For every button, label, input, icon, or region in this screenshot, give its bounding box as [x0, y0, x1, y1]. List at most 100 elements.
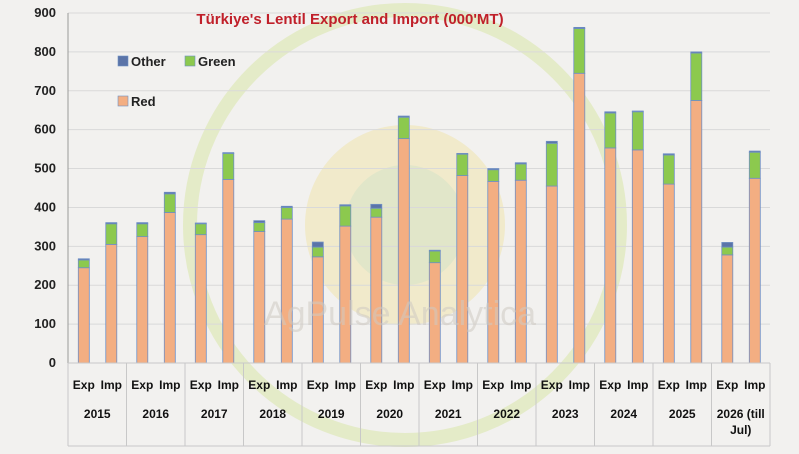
bar-segment-green: [456, 153, 469, 176]
bars: [77, 26, 761, 364]
x-year-label: 2020: [376, 407, 403, 421]
legend-swatch: [184, 55, 196, 67]
bar-segment-green: [280, 207, 293, 220]
chart-title: Türkiye's Lentil Export and Import (000'…: [196, 11, 503, 28]
bar-segment-green: [105, 223, 118, 245]
bar-segment-green: [311, 246, 324, 258]
bar-segment-red: [194, 234, 207, 364]
x-year-label: Jul): [730, 423, 751, 437]
bar-segment-red: [136, 236, 149, 364]
x-sub-label: Exp: [482, 378, 504, 392]
x-sub-label: Imp: [452, 378, 473, 392]
bar-segment-green: [339, 205, 352, 227]
x-year-label: 2025: [669, 407, 696, 421]
x-sub-label: Imp: [686, 378, 707, 392]
decorative-ring-outer: [183, 3, 627, 447]
x-year-label: 2015: [84, 407, 111, 421]
bar-segment-other: [194, 222, 207, 225]
bar-segment-other: [397, 115, 410, 118]
category-table: Exp Imp 2015 Exp Imp 2016 Exp Imp 2017 Exp Imp 2018…: [67, 362, 771, 447]
bar-segment-other: [136, 222, 149, 225]
bar-segment-other: [545, 140, 558, 144]
x-sub-label: Exp: [599, 378, 621, 392]
x-sub-label: Exp: [73, 378, 95, 392]
bar-segment-other: [163, 191, 176, 195]
bar-segment-green: [604, 112, 617, 149]
legend-swatch: [117, 95, 129, 107]
bar-segment-red: [690, 100, 703, 364]
y-tick-label: 100: [34, 316, 56, 331]
bar-segment-other: [77, 258, 90, 261]
bar-segment-red: [456, 175, 469, 364]
x-sub-label: Exp: [307, 378, 329, 392]
bar-segment-red: [370, 216, 383, 364]
bar-segment-red: [573, 72, 586, 364]
legend-label: Green: [198, 54, 236, 69]
bar-segment-other: [428, 249, 441, 252]
y-tick-label: 900: [34, 5, 56, 20]
x-sub-label: Imp: [218, 378, 239, 392]
y-tick-label: 200: [34, 277, 56, 292]
bar-segment-other: [604, 111, 617, 114]
bar-segment-red: [280, 218, 293, 364]
bar-segment-green: [222, 152, 235, 180]
bar-segment-other: [631, 110, 644, 113]
bar-segment-other: [487, 168, 500, 171]
bar-segment-other: [748, 150, 761, 153]
bar-segment-green: [194, 223, 207, 236]
legend: Other Green Red: [117, 54, 236, 109]
bar-segment-other: [253, 220, 266, 224]
x-sub-label: Exp: [541, 378, 563, 392]
y-tick-label: 500: [34, 161, 56, 176]
x-year-label: 2023: [552, 407, 579, 421]
bar-segment-green: [721, 246, 734, 256]
y-axis: 0 100 200 300 400 500 600 700 800 900: [34, 5, 69, 370]
bar-segment-red: [662, 183, 675, 364]
x-year-label: 2026 (till: [717, 407, 765, 421]
y-tick-label: 600: [34, 122, 56, 137]
bar-segment-other: [339, 204, 352, 207]
x-sub-label: Imp: [393, 378, 414, 392]
legend-label: Red: [131, 94, 156, 109]
bar-segment-red: [721, 254, 734, 364]
bar-segment-green: [253, 222, 266, 232]
bar-segment-green: [662, 154, 675, 185]
bar-segment-green: [428, 250, 441, 264]
bar-segment-green: [77, 259, 90, 269]
x-sub-label: Imp: [276, 378, 297, 392]
bar-segment-other: [280, 205, 293, 208]
x-sub-label: Exp: [658, 378, 680, 392]
bar-segment-other: [311, 241, 324, 248]
bar-segment-red: [545, 185, 558, 364]
x-sub-label: Imp: [101, 378, 122, 392]
x-year-label: 2019: [318, 407, 345, 421]
x-year-label: 2022: [493, 407, 520, 421]
x-sub-label: Exp: [424, 378, 446, 392]
bar-segment-green: [573, 28, 586, 74]
bar-segment-red: [105, 243, 118, 364]
bar-segment-green: [631, 111, 644, 151]
x-sub-label: Imp: [569, 378, 590, 392]
bar-segment-red: [222, 179, 235, 364]
y-tick-label: 0: [49, 355, 56, 370]
x-sub-label: Exp: [190, 378, 212, 392]
bar-segment-green: [514, 163, 527, 181]
x-sub-label: Imp: [627, 378, 648, 392]
bar-segment-other: [573, 26, 586, 29]
bar-segment-green: [136, 223, 149, 238]
bar-segment-other: [105, 222, 118, 225]
x-year-label: 2024: [610, 407, 637, 421]
bar-segment-other: [662, 153, 675, 156]
bar-segment-green: [163, 193, 176, 213]
bar-segment-red: [163, 212, 176, 364]
legend-label: Other: [131, 54, 166, 69]
x-sub-label: Imp: [335, 378, 356, 392]
bar-segment-red: [604, 147, 617, 364]
bar-segment-green: [748, 151, 761, 179]
x-year-label: 2017: [201, 407, 228, 421]
watermark: AgPulse Analytica: [264, 295, 536, 333]
bar-segment-green: [397, 116, 410, 140]
bar-segment-red: [514, 179, 527, 364]
bar-segment-red: [77, 267, 90, 364]
